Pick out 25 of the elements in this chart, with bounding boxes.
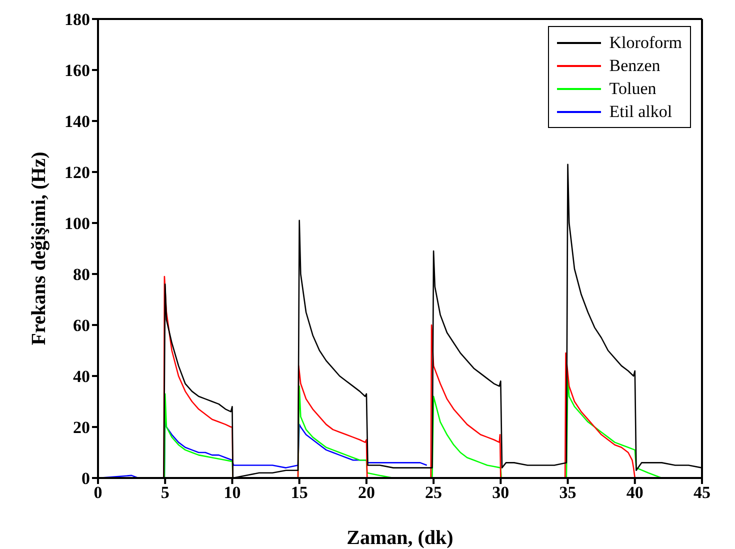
legend-label: Etil alkol [609, 102, 672, 122]
y-axis-title: Frekans değişimi, (Hz) [28, 152, 50, 346]
y-tick-label: 20 [73, 418, 90, 438]
x-tick-label: 10 [224, 483, 241, 502]
y-tick-label: 100 [64, 214, 90, 234]
y-tick-label: 40 [73, 367, 90, 386]
x-tick-label: 25 [425, 483, 442, 502]
y-tick-label: 160 [64, 61, 90, 80]
y-tick-label: 180 [64, 10, 90, 30]
x-tick-label: 20 [358, 483, 375, 502]
x-tick-label: 0 [94, 483, 102, 502]
legend-label: Benzen [609, 56, 660, 76]
x-tick-label: 35 [559, 483, 576, 502]
y-tick-label: 80 [73, 265, 90, 284]
x-tick-label: 30 [492, 483, 510, 502]
x-tick-label: 45 [694, 483, 710, 502]
y-tick-label: 60 [73, 316, 90, 336]
legend-label: Kloroform [609, 32, 682, 52]
y-tick-label: 0 [82, 469, 90, 488]
y-tick-label: 120 [64, 163, 90, 182]
x-tick-label: 5 [160, 483, 170, 502]
legend-label: Toluen [609, 78, 656, 98]
x-tick-label: 40 [626, 483, 644, 502]
y-tick-label: 140 [64, 112, 90, 132]
x-tick-label: 15 [290, 483, 308, 502]
